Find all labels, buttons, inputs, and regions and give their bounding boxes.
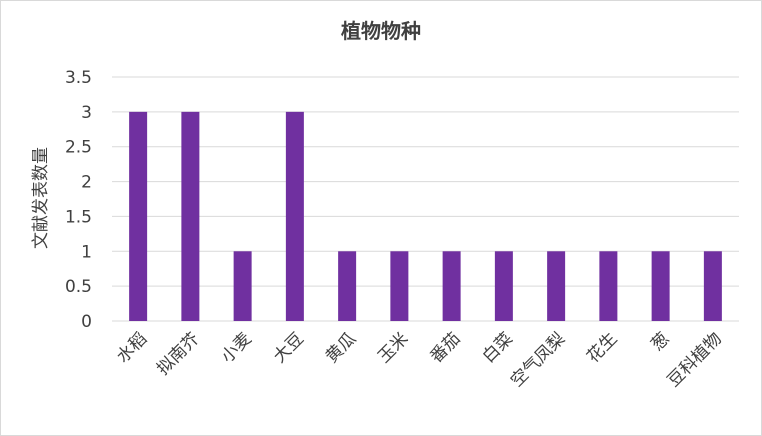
y-tick-label: 3 — [81, 103, 92, 123]
x-tick-label: 水稻 — [113, 329, 151, 367]
bar — [390, 251, 409, 321]
chart-title: 植物物种 — [341, 19, 421, 43]
x-tick-label: 玉米 — [374, 329, 412, 367]
y-axis-ticks: 0 0.5 1 1.5 2 2.5 3 3.5 — [65, 68, 92, 332]
x-tick-label: 拟南芥 — [153, 329, 203, 379]
y-tick-label: 1.5 — [65, 207, 92, 227]
bar — [442, 251, 461, 321]
bar — [547, 251, 566, 321]
bar — [129, 111, 148, 321]
bar — [703, 251, 722, 321]
y-axis-label: 文献发表数量 — [31, 147, 51, 249]
y-tick-label: 1 — [81, 242, 92, 262]
bar — [338, 251, 357, 321]
x-tick-label: 黄瓜 — [322, 329, 360, 367]
x-tick-label: 葱 — [648, 329, 674, 355]
x-tick-label: 豆科植物 — [664, 329, 726, 391]
y-tick-label: 0.5 — [65, 277, 92, 297]
y-tick-label: 2 — [81, 173, 92, 193]
bar — [599, 251, 618, 321]
x-tick-label: 大豆 — [270, 329, 308, 367]
x-tick-label: 花生 — [583, 329, 621, 367]
bars — [129, 111, 722, 321]
bar — [494, 251, 513, 321]
x-tick-label: 小麦 — [218, 329, 256, 367]
gridlines — [112, 76, 739, 322]
x-tick-label: 空气凤梨 — [507, 329, 569, 391]
y-tick-label: 0 — [81, 312, 92, 332]
bar — [651, 251, 670, 321]
y-tick-label: 2.5 — [65, 138, 92, 158]
y-tick-label: 3.5 — [65, 68, 92, 88]
bar — [285, 111, 304, 321]
bar — [181, 111, 200, 321]
bar — [233, 251, 252, 321]
x-tick-label: 白菜 — [479, 329, 517, 367]
x-tick-label: 番茄 — [427, 329, 465, 367]
